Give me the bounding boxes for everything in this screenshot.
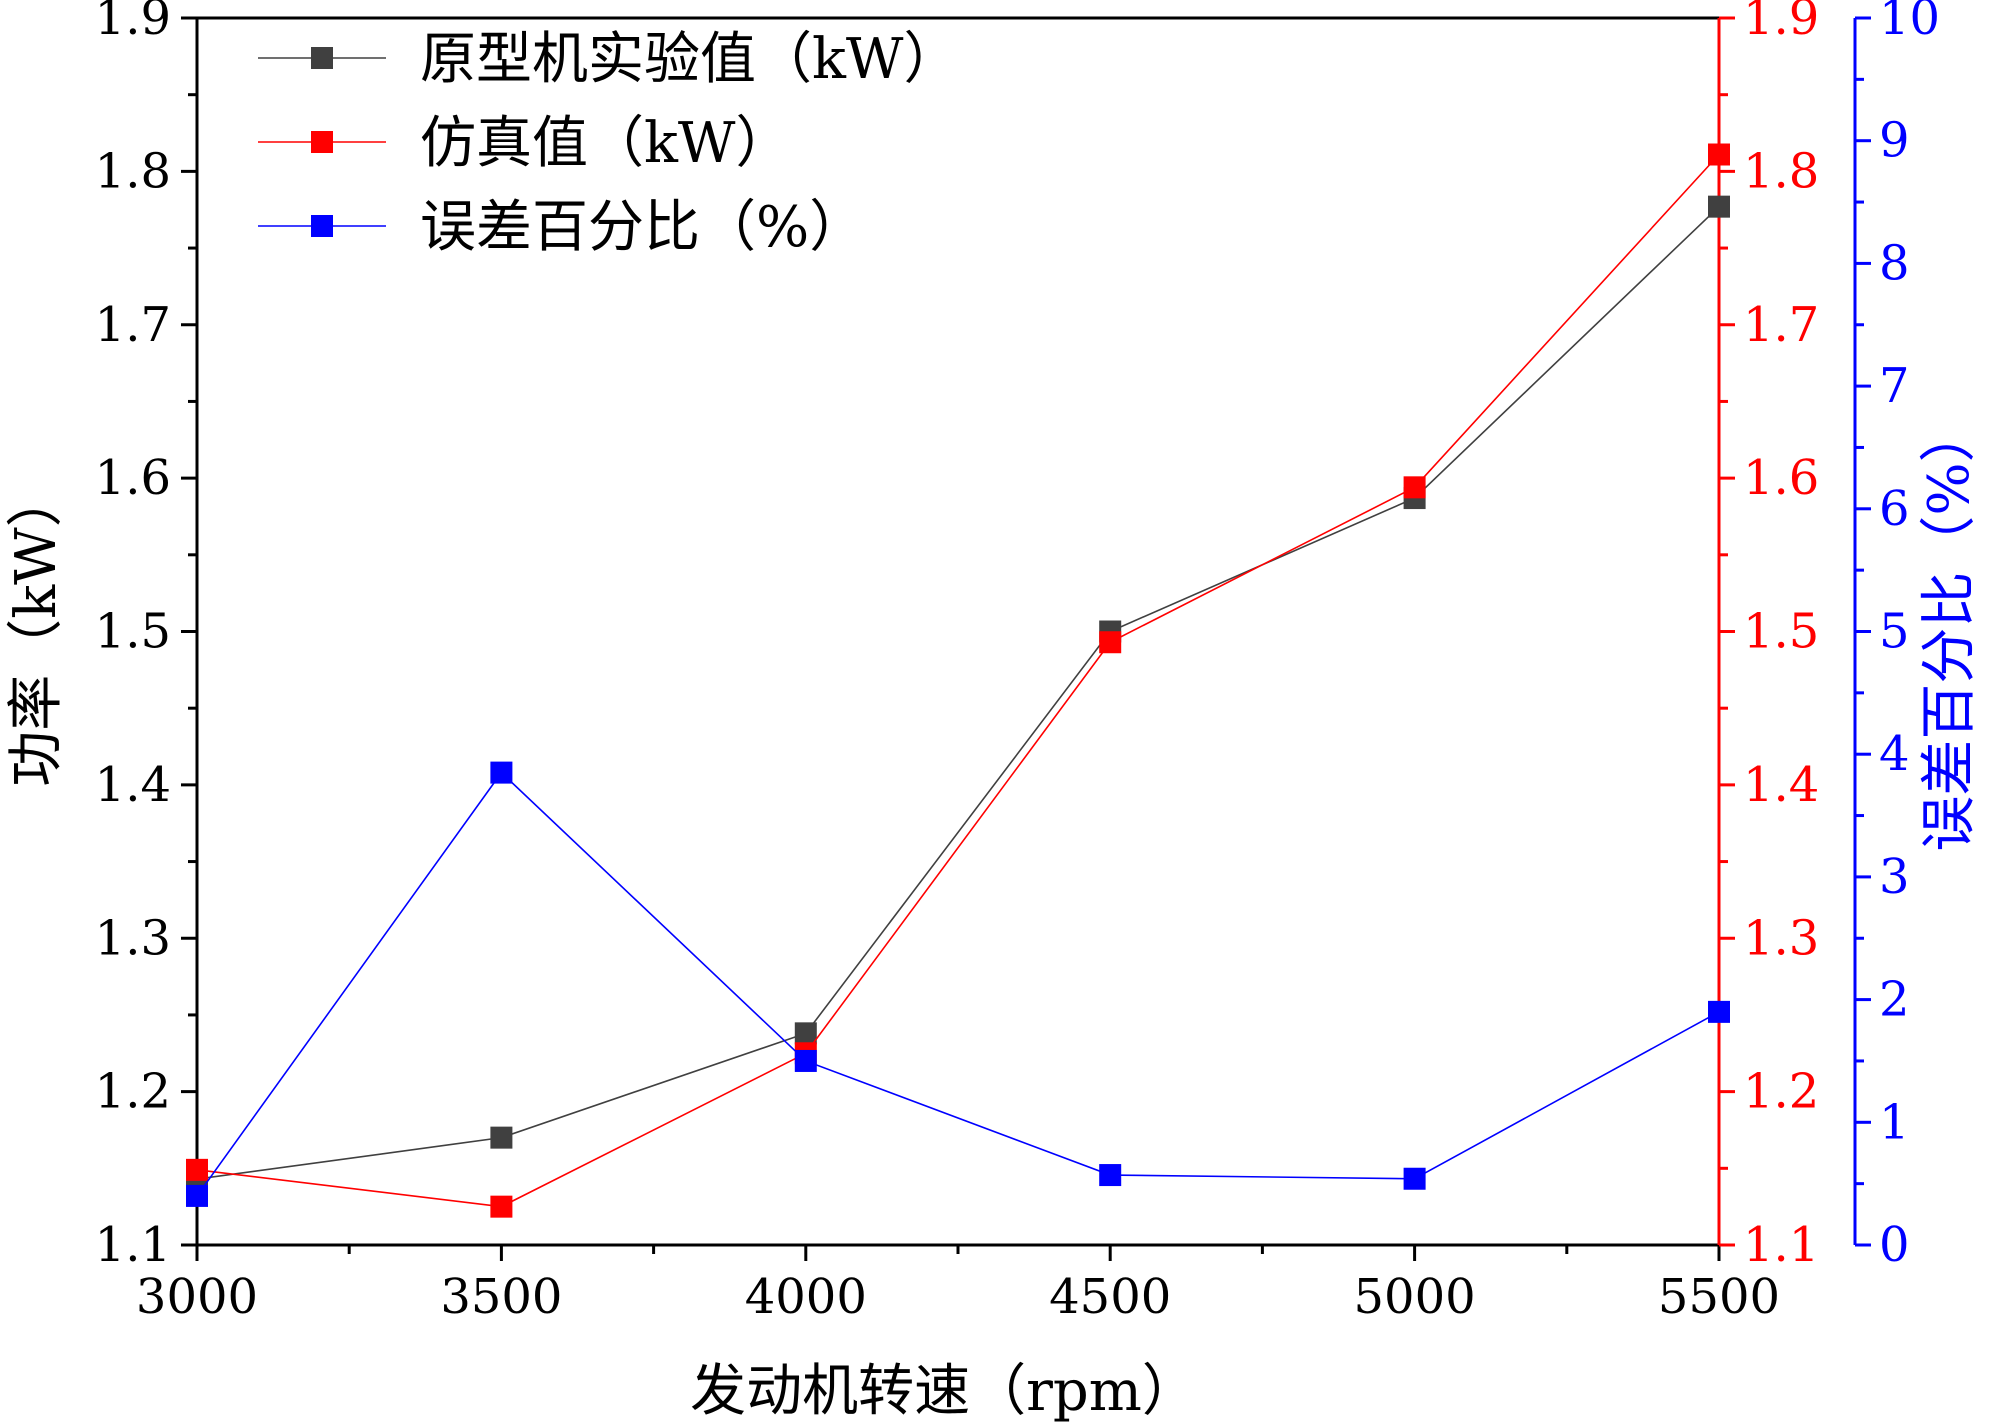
series-2-line: [196, 153, 1720, 1208]
x-tick-label: 5000: [1354, 1269, 1476, 1325]
red-y-tick-label: 1.1: [1743, 1217, 1819, 1273]
red-y-tick-label: 1.3: [1743, 910, 1819, 966]
left-y-axis-title: 功率（kW）: [4, 471, 69, 787]
left-y-tick-label: 1.5: [95, 604, 171, 660]
blue-y-tick-label: 2: [1879, 972, 1910, 1028]
right-y-axis-title: 误差百分比（%）: [1917, 406, 1982, 851]
blue-y-tick-label: 7: [1879, 358, 1910, 414]
red-y-tick-label: 1.5: [1743, 604, 1819, 660]
series-3-marker: [794, 1049, 817, 1072]
red-y-tick-label: 1.8: [1743, 143, 1819, 199]
series-1-marker: [1708, 195, 1730, 218]
red-y-tick-label: 1.7: [1743, 297, 1819, 353]
x-tick-label: 4500: [1049, 1269, 1171, 1325]
series-3-marker: [1708, 1000, 1730, 1023]
x-tick-label: 3500: [440, 1269, 562, 1325]
red-y-tick-label: 1.6: [1743, 450, 1819, 506]
left-y-tick-label: 1.2: [95, 1064, 171, 1120]
series-3-marker: [490, 761, 513, 784]
blue-y-tick-label: 5: [1879, 604, 1910, 660]
left-y-tick-label: 1.7: [95, 297, 171, 353]
legend-marker-2: [311, 131, 333, 153]
series-3-line: [196, 771, 1720, 1197]
series-2-marker: [1099, 631, 1122, 654]
series-2-marker: [186, 1158, 208, 1181]
red-y-tick-label: 1.2: [1743, 1064, 1819, 1120]
legend-label-2: 仿真值（kW）: [420, 111, 792, 176]
series-2-marker: [1708, 143, 1730, 166]
legend-label-1: 原型机实验值（kW）: [420, 27, 960, 92]
series-3-marker: [1403, 1167, 1426, 1190]
left-y-tick-label: 1.1: [95, 1217, 171, 1273]
blue-y-tick-label: 8: [1879, 235, 1910, 291]
legend-marker-3: [311, 215, 333, 237]
blue-y-tick-label: 10: [1879, 0, 1940, 46]
axes-layer: 3000 3500 4000 4500 5000 55001.11.21.31.41.51…: [95, 0, 1940, 1325]
blue-y-tick-label: 0: [1879, 1217, 1910, 1273]
series-layer: [186, 143, 1730, 1218]
left-y-tick-label: 1.8: [95, 143, 171, 199]
legend-marker-1: [311, 47, 333, 69]
blue-y-tick-label: 4: [1879, 726, 1910, 782]
blue-y-tick-label: 1: [1879, 1094, 1910, 1150]
red-y-tick-label: 1.9: [1743, 0, 1819, 46]
series-2-marker: [490, 1195, 513, 1218]
x-tick-label: 3000: [136, 1269, 258, 1325]
series-1-marker: [490, 1126, 513, 1149]
legend: 原型机实验值（kW） 仿真值（kW） 误差百分比（%）: [258, 27, 960, 260]
left-y-tick-label: 1.6: [95, 450, 171, 506]
series-1-marker: [794, 1022, 817, 1045]
series-3-marker: [186, 1184, 208, 1207]
left-y-tick-label: 1.3: [95, 910, 171, 966]
blue-y-tick-label: 6: [1879, 481, 1910, 537]
blue-y-tick-label: 9: [1879, 113, 1910, 169]
x-tick-label: 4000: [745, 1269, 867, 1325]
legend-label-3: 误差百分比（%）: [420, 195, 865, 260]
series-1-line: [196, 206, 1720, 1180]
left-y-tick-label: 1.9: [95, 0, 171, 46]
blue-y-tick-label: 3: [1879, 849, 1910, 905]
x-axis-title: 发动机转速（rpm）: [690, 1359, 1198, 1422]
left-y-tick-label: 1.4: [95, 757, 171, 813]
series-2-marker: [1403, 476, 1426, 499]
series-3-marker: [1099, 1164, 1122, 1187]
red-y-tick-label: 1.4: [1743, 757, 1819, 813]
x-tick-label: 5500: [1658, 1269, 1780, 1325]
